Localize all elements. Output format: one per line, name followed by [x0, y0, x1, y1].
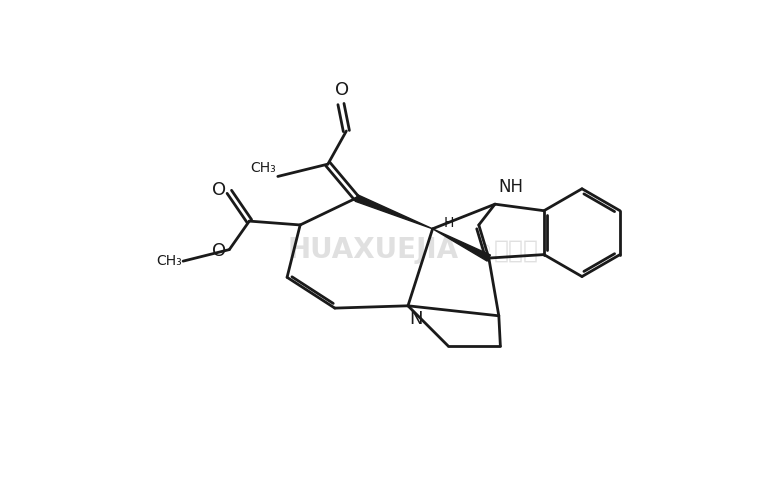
Text: ®: ® — [477, 244, 491, 257]
Text: CH₃: CH₃ — [251, 161, 276, 175]
Text: O: O — [335, 82, 349, 99]
Polygon shape — [433, 229, 491, 261]
Text: N: N — [409, 310, 423, 328]
Text: 化学加: 化学加 — [493, 239, 539, 262]
Text: HUAXUEJIA: HUAXUEJIA — [288, 236, 459, 264]
Polygon shape — [355, 195, 433, 229]
Text: O: O — [212, 242, 227, 260]
Text: CH₃: CH₃ — [156, 254, 182, 268]
Text: H: H — [444, 216, 454, 230]
Text: NH: NH — [498, 179, 523, 197]
Text: O: O — [212, 181, 227, 199]
